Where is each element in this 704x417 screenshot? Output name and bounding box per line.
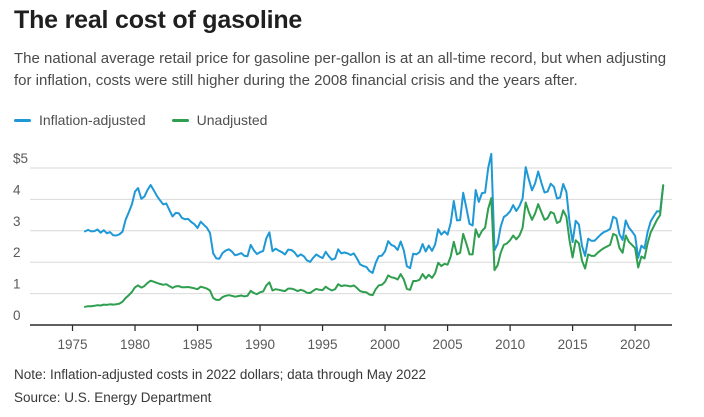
chart-subtitle: The national average retail price for ga… [14,50,667,89]
legend-label-inflation-adjusted: Inflation-adjusted [39,112,146,128]
chart-source: Source: U.S. Energy Department [14,390,212,405]
legend-line-green-icon [171,118,189,122]
y-tick-label-0: 0 [13,308,21,323]
y-tick-label-2: 2 [13,245,21,260]
y-tick-label-3: 3 [13,214,21,229]
chart-legend: Inflation-adjusted Unadjusted [14,112,267,128]
x-tick-label-1980: 1980 [120,337,150,352]
y-tick-label-5: $5 [13,151,28,166]
x-tick-label-2020: 2020 [620,337,650,352]
x-tick-label-1990: 1990 [245,337,275,352]
chart-note: Note: Inflation-adjusted costs in 2022 d… [14,367,427,382]
chart-canvas: 0 1 2 3 4 $5 1975 1980 1985 1990 1995 2000 2005 2010 2… [13,151,672,352]
y-tick-label-4: 4 [13,182,21,197]
line-chart: 0 1 2 3 4 $5 1975 1980 1985 1990 1995 2000 2005 2010 2… [0,143,704,358]
x-tick-label-1995: 1995 [308,337,338,352]
legend-label-unadjusted: Unadjusted [196,112,268,128]
x-tick-label-2015: 2015 [558,337,588,352]
x-tick-label-1985: 1985 [183,337,213,352]
legend-item-inflation-adjusted: Inflation-adjusted [14,112,146,128]
y-tick-label-1: 1 [13,277,21,292]
x-tick-label-1975: 1975 [57,337,87,352]
x-tick-label-2005: 2005 [433,337,463,352]
page-title: The real cost of gasoline [14,6,303,34]
series-line-unadjusted [84,184,665,308]
x-tick-label-2010: 2010 [495,337,525,352]
x-tick-label-2000: 2000 [370,337,400,352]
legend-line-blue-icon [14,118,31,122]
legend-item-unadjusted: Unadjusted [171,112,268,128]
series-line-inflation-adjusted [84,152,665,274]
